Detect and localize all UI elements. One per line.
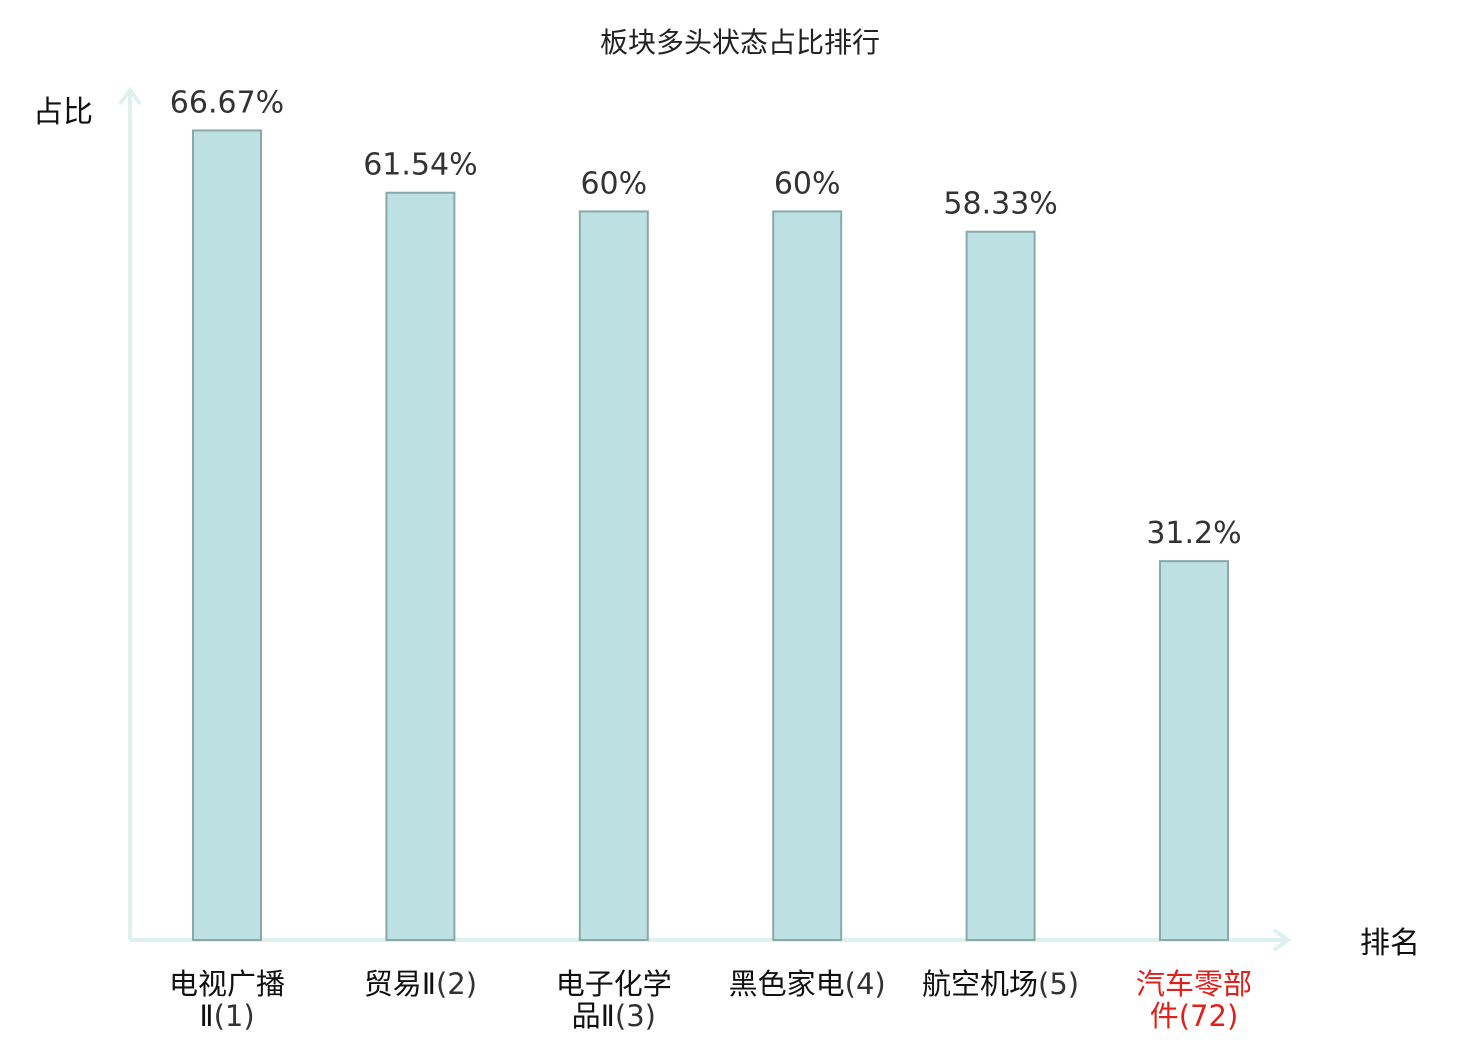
category-label-1-line-1: 电视广播 <box>169 967 285 1001</box>
bar-4 <box>772 210 843 941</box>
chart-title: 板块多头状态占比排行 <box>600 26 880 59</box>
category-rank-5: (5) <box>1038 967 1079 1001</box>
category-rank-4: (4) <box>845 967 886 1001</box>
category-label-6-line-2: 件(72) <box>1150 999 1239 1033</box>
x-axis-label: 排名 <box>1360 926 1420 961</box>
bar-5 <box>965 230 1036 941</box>
x-axis <box>130 928 1292 952</box>
y-axis-label: 占比 <box>33 95 93 130</box>
bar-6 <box>1159 560 1229 942</box>
category-label-3-line-2: 品Ⅱ(3) <box>572 999 656 1033</box>
y-axis <box>118 86 142 940</box>
category-rank-6: (72) <box>1179 999 1239 1033</box>
category-label-6-line-1: 汽车零部 <box>1136 967 1252 1001</box>
bar-2 <box>385 191 456 941</box>
x-axis-arrow-icon <box>1272 928 1292 952</box>
bar-3 <box>578 210 649 941</box>
category-rank-1: (1) <box>214 999 255 1033</box>
value-label-3: 60% <box>580 166 647 201</box>
value-label-6: 31.2% <box>1146 516 1241 551</box>
y-axis-arrow-icon <box>118 86 142 106</box>
category-label-2-line-1: 贸易Ⅱ(2) <box>364 967 477 1001</box>
category-label-5-line-1: 航空机场(5) <box>922 967 1079 1001</box>
value-labels-group: 66.67% 61.54% 60% 60% 58.33% 31.2% <box>170 85 1242 551</box>
value-label-5: 58.33% <box>943 187 1057 222</box>
value-label-2: 61.54% <box>363 148 477 183</box>
value-label-1: 66.67% <box>170 85 284 120</box>
category-rank-3: (3) <box>615 999 656 1033</box>
bars-group <box>192 129 1229 942</box>
category-label-3-line-1: 电子化学 <box>556 967 672 1001</box>
category-label-1-line-2: Ⅱ(1) <box>199 999 254 1033</box>
category-label-4-line-1: 黑色家电(4) <box>729 967 886 1001</box>
category-rank-2: (2) <box>436 967 477 1001</box>
value-label-4: 60% <box>774 166 841 201</box>
bar-1 <box>192 129 262 941</box>
